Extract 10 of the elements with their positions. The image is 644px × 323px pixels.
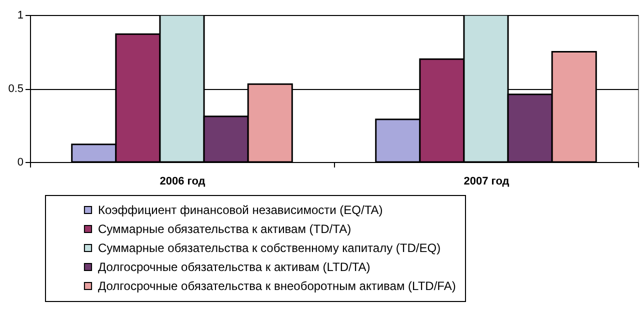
legend-label: Коэффициент финансовой независимости (EQ/TA) <box>98 203 383 217</box>
y-tick-label: 1 <box>17 10 24 22</box>
legend-label: Суммарные обязательства к собственному капиталу (TD/EQ) <box>98 241 441 255</box>
legend-label: Долгосрочные обязательства к внеоборотным активам (LTD/FA) <box>98 279 456 293</box>
legend-label: Долгосрочные обязательства к активам (LTD/TA) <box>98 260 370 274</box>
legend-label: Суммарные обязательства к активам (TD/TA) <box>98 222 352 236</box>
y-tick-label: 0 <box>17 156 24 168</box>
x-tick-label: 2007 год <box>464 176 510 188</box>
y-tick-label: 0.5 <box>8 83 24 95</box>
x-tick-label: 2006 год <box>160 176 206 188</box>
